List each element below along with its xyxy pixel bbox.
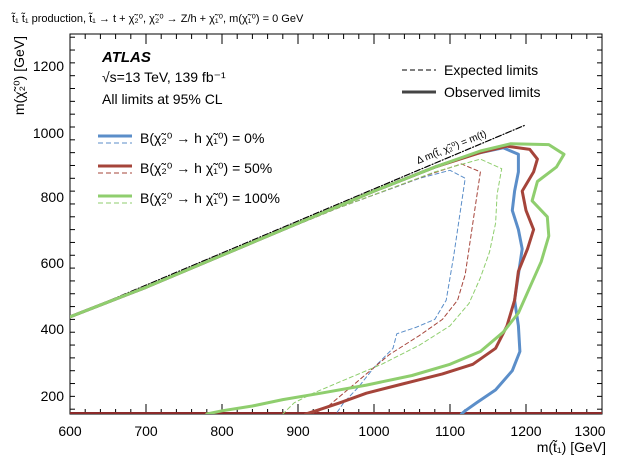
kinematic-limit-line bbox=[70, 124, 527, 318]
observed-limit-0pct bbox=[70, 146, 524, 414]
y-axis-label: m(χ̃₂⁰) [GeV] bbox=[11, 36, 27, 115]
x-axis-label: m(t̃₁) [GeV] bbox=[537, 439, 606, 455]
limit-curves bbox=[70, 124, 602, 414]
legend-label-100pct: B(χ̃₂⁰ → h χ̃₁⁰) = 100% bbox=[140, 190, 280, 206]
energy-lumi-label: √s=13 TeV, 139 fb⁻¹ bbox=[102, 69, 226, 85]
y-tick-label: 1000 bbox=[33, 125, 64, 141]
expected-limit-100pct bbox=[70, 158, 503, 414]
y-tick-labels: 200 400 600 800 1000 1200 bbox=[33, 58, 64, 404]
x-tick-label: 1100 bbox=[435, 423, 465, 439]
observed-legend-label: Observed limits bbox=[444, 84, 540, 100]
x-tick-label: 1200 bbox=[510, 423, 541, 439]
style-legend: Expected limits Observed limits bbox=[402, 62, 540, 100]
x-tick-label: 800 bbox=[210, 423, 234, 439]
x-tick-labels: 600 700 800 900 1000 1100 1200 1300 bbox=[58, 423, 605, 439]
legend-label-0pct: B(χ̃₂⁰ → h χ̃₁⁰) = 0% bbox=[140, 130, 264, 146]
x-tick-label: 1300 bbox=[574, 423, 605, 439]
x-tick-label: 1000 bbox=[358, 423, 389, 439]
series-legend: B(χ̃₂⁰ → h χ̃₁⁰) = 0% B(χ̃₂⁰ → h χ̃₁⁰) =… bbox=[98, 130, 280, 206]
lower-edge-band bbox=[70, 412, 602, 414]
axis-ticks bbox=[69, 34, 603, 414]
expected-legend-label: Expected limits bbox=[444, 62, 538, 78]
y-tick-label: 1200 bbox=[33, 58, 64, 74]
confidence-level-label: All limits at 95% CL bbox=[102, 91, 223, 107]
y-tick-label: 400 bbox=[41, 321, 65, 337]
x-tick-label: 600 bbox=[58, 423, 82, 439]
y-tick-label: 200 bbox=[41, 388, 65, 404]
observed-limit-50pct bbox=[70, 144, 539, 414]
atlas-label: ATLAS bbox=[101, 49, 151, 66]
x-tick-label: 700 bbox=[134, 423, 158, 439]
x-tick-label: 900 bbox=[286, 423, 310, 439]
observed-limit-100pct bbox=[70, 142, 566, 414]
process-label: t̃₁ t̃₁ production, t̃₁ → t + χ̃₂⁰, χ̃₂⁰… bbox=[11, 12, 304, 25]
y-tick-label: 600 bbox=[41, 255, 65, 271]
legend-label-50pct: B(χ̃₂⁰ → h χ̃₁⁰) = 50% bbox=[140, 160, 272, 176]
y-tick-label: 800 bbox=[41, 189, 65, 205]
